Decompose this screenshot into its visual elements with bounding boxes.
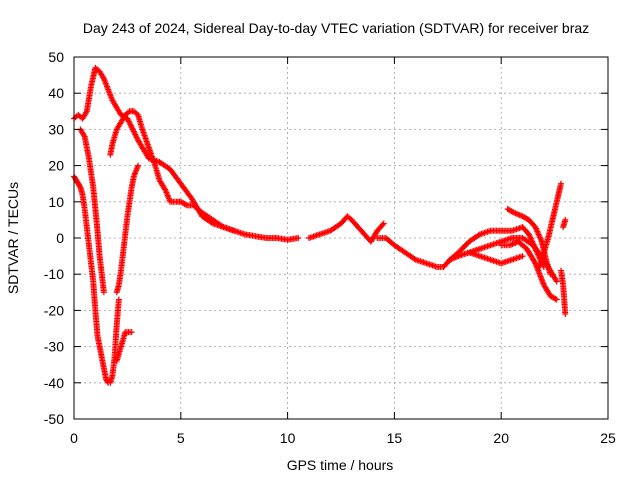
data-point (519, 253, 526, 260)
data-point (379, 221, 386, 228)
chart-title: Day 243 of 2024, Sidereal Day-to-day VTE… (83, 20, 589, 36)
x-tick-label: 5 (177, 430, 185, 446)
y-tick-label: 0 (56, 230, 64, 246)
data-point (552, 277, 559, 284)
y-axis-title: SDTVAR / TECUs (5, 182, 21, 294)
axis-ticks (73, 56, 609, 420)
data-point (295, 235, 302, 241)
data-point (553, 278, 560, 285)
data-point (562, 216, 569, 223)
data-point (509, 208, 516, 215)
y-tick-label: 50 (48, 49, 64, 65)
data-point (128, 329, 135, 336)
data-point (552, 295, 559, 302)
data-point (531, 259, 538, 266)
x-tick-labels: 0 5 10 15 20 25 (70, 430, 616, 446)
data-point (100, 289, 107, 296)
data-point (135, 162, 142, 169)
y-tick-label: -20 (44, 302, 64, 318)
x-axis-title: GPS time / hours (287, 457, 394, 473)
data-points (71, 64, 569, 386)
x-tick-label: 15 (387, 430, 403, 446)
data-point (115, 296, 122, 303)
data-point (380, 220, 387, 227)
y-tick-label: 20 (48, 158, 64, 174)
data-point (558, 180, 565, 187)
y-tick-label: -40 (44, 375, 64, 391)
data-point (562, 311, 569, 318)
data-point (76, 183, 83, 190)
y-tick-label: 40 (48, 85, 64, 101)
x-tick-label: 0 (70, 430, 78, 446)
y-tick-label: -10 (44, 266, 64, 282)
data-point (231, 227, 238, 234)
data-point (553, 296, 560, 303)
x-tick-label: 20 (493, 430, 509, 446)
y-tick-label: 30 (48, 121, 64, 137)
x-tick-label: 10 (280, 430, 296, 446)
y-tick-label: 10 (48, 194, 64, 210)
data-point (182, 201, 189, 208)
x-tick-label: 25 (600, 430, 616, 446)
y-tick-label: -30 (44, 339, 64, 355)
y-tick-labels: -50 -40 -30 -20 -10 0 10 20 30 40 50 (44, 49, 64, 427)
grid-lines (74, 57, 608, 419)
y-tick-label: -50 (44, 411, 64, 427)
data-point (547, 271, 554, 278)
